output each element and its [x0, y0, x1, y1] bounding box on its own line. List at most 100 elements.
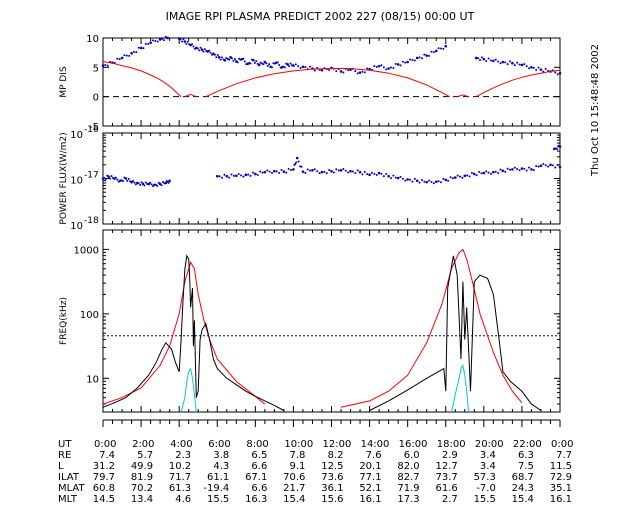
- measured-point: [161, 37, 164, 40]
- y-axis-label: MP DIS: [59, 66, 69, 98]
- measured-point: [330, 169, 333, 173]
- measured-point: [181, 40, 184, 43]
- time-tick-label: 0:00: [94, 439, 116, 450]
- measured-point: [504, 170, 507, 173]
- ephemeris-value: 15.4: [512, 494, 534, 505]
- ephemeris-value: 72.9: [550, 472, 572, 483]
- measured-point: [385, 68, 388, 71]
- measured-point: [292, 168, 295, 171]
- measured-point: [198, 49, 201, 52]
- measured-point: [154, 183, 157, 186]
- measured-point: [523, 63, 526, 66]
- measured-point: [437, 180, 440, 183]
- measured-point: [200, 48, 204, 52]
- measured-point: [123, 176, 126, 179]
- measured-point: [311, 169, 314, 172]
- measured-point: [285, 62, 288, 65]
- ephemeris-value: 16.1: [359, 494, 381, 505]
- measured-point: [459, 175, 462, 178]
- measured-point: [301, 65, 305, 69]
- time-tick-label: 6:00: [208, 439, 230, 450]
- measured-point: [309, 65, 312, 68]
- measured-point: [413, 59, 416, 62]
- measured-point: [404, 179, 407, 182]
- measured-point: [347, 171, 350, 174]
- measured-point: [528, 166, 531, 169]
- measured-point: [179, 38, 182, 41]
- measured-point: [268, 63, 271, 66]
- measured-point: [497, 171, 500, 174]
- ephemeris-table: UT 0:00 2:00 4:00 6:00 8:00 10:00 12:00 14:00 16:…: [58, 439, 573, 505]
- measured-point: [406, 60, 409, 64]
- measured-point: [535, 69, 538, 72]
- measured-point: [373, 65, 376, 68]
- measured-point: [485, 170, 488, 173]
- y-tick-label: 10: [70, 176, 83, 187]
- measured-point: [475, 174, 478, 177]
- measured-point: [466, 174, 469, 177]
- ephemeris-value: 68.7: [512, 472, 534, 483]
- measured-point: [535, 165, 538, 168]
- ephemeris-row-label: MLAT: [58, 483, 85, 494]
- measured-point: [244, 173, 248, 177]
- measured-point: [217, 56, 221, 59]
- measured-point: [396, 63, 400, 66]
- measured-point: [134, 183, 137, 186]
- panel-frame: [102, 229, 561, 413]
- measured-point: [394, 176, 397, 179]
- measured-point: [456, 174, 459, 177]
- measured-point: [556, 148, 559, 151]
- measured-point: [228, 58, 231, 61]
- measured-point: [335, 168, 338, 171]
- y-tick-label: 1000: [74, 245, 99, 256]
- measured-point: [415, 179, 419, 183]
- ephemeris-value: 21.7: [283, 483, 305, 494]
- measured-point: [366, 173, 369, 176]
- ephemeris-value: 2.7: [442, 494, 458, 505]
- measured-point: [240, 174, 243, 177]
- measured-point: [513, 166, 516, 169]
- measured-point: [390, 177, 393, 180]
- measured-point: [558, 71, 562, 75]
- time-tick-label: 12:00: [323, 439, 352, 450]
- measured-point: [255, 60, 258, 63]
- measured-point: [390, 66, 393, 69]
- ephemeris-value: 2.9: [442, 450, 458, 461]
- measured-point: [117, 180, 120, 183]
- measured-point: [387, 174, 390, 178]
- measured-point: [309, 169, 312, 172]
- measured-point: [232, 59, 235, 62]
- measured-point: [477, 57, 480, 60]
- ephemeris-value: 61.6: [435, 483, 457, 494]
- measured-point: [363, 170, 366, 173]
- measured-point: [125, 54, 128, 57]
- measured-point: [275, 170, 278, 173]
- measured-point: [104, 178, 107, 181]
- time-tick-label: 10:00: [284, 439, 313, 450]
- measured-point: [356, 169, 359, 172]
- model-series-line: [102, 261, 266, 405]
- measured-point: [377, 64, 381, 68]
- measured-point: [430, 180, 433, 183]
- measured-point: [554, 147, 557, 150]
- measured-point: [135, 51, 138, 54]
- time-tick-label: 16:00: [399, 439, 428, 450]
- measured-point: [547, 165, 550, 168]
- measured-point: [313, 168, 316, 171]
- measured-point: [270, 171, 273, 174]
- y-tick-exponent: -18: [84, 216, 99, 226]
- measured-point: [537, 165, 540, 168]
- measured-point: [385, 172, 388, 175]
- measured-point: [525, 65, 528, 68]
- mp-distance-panel: 10 5 0 -5 MP DIS: [59, 34, 562, 133]
- measured-point: [368, 173, 371, 177]
- ephemeris-row-label: ILAT: [58, 472, 80, 483]
- measured-point: [354, 172, 357, 175]
- measured-point: [434, 180, 438, 183]
- y-tick-label: 5: [93, 63, 99, 74]
- measured-point: [266, 169, 269, 172]
- measured-point: [442, 47, 445, 50]
- ephemeris-row-label: UT: [58, 439, 72, 450]
- ephemeris-row-label: L: [58, 461, 64, 472]
- measured-point: [236, 61, 239, 64]
